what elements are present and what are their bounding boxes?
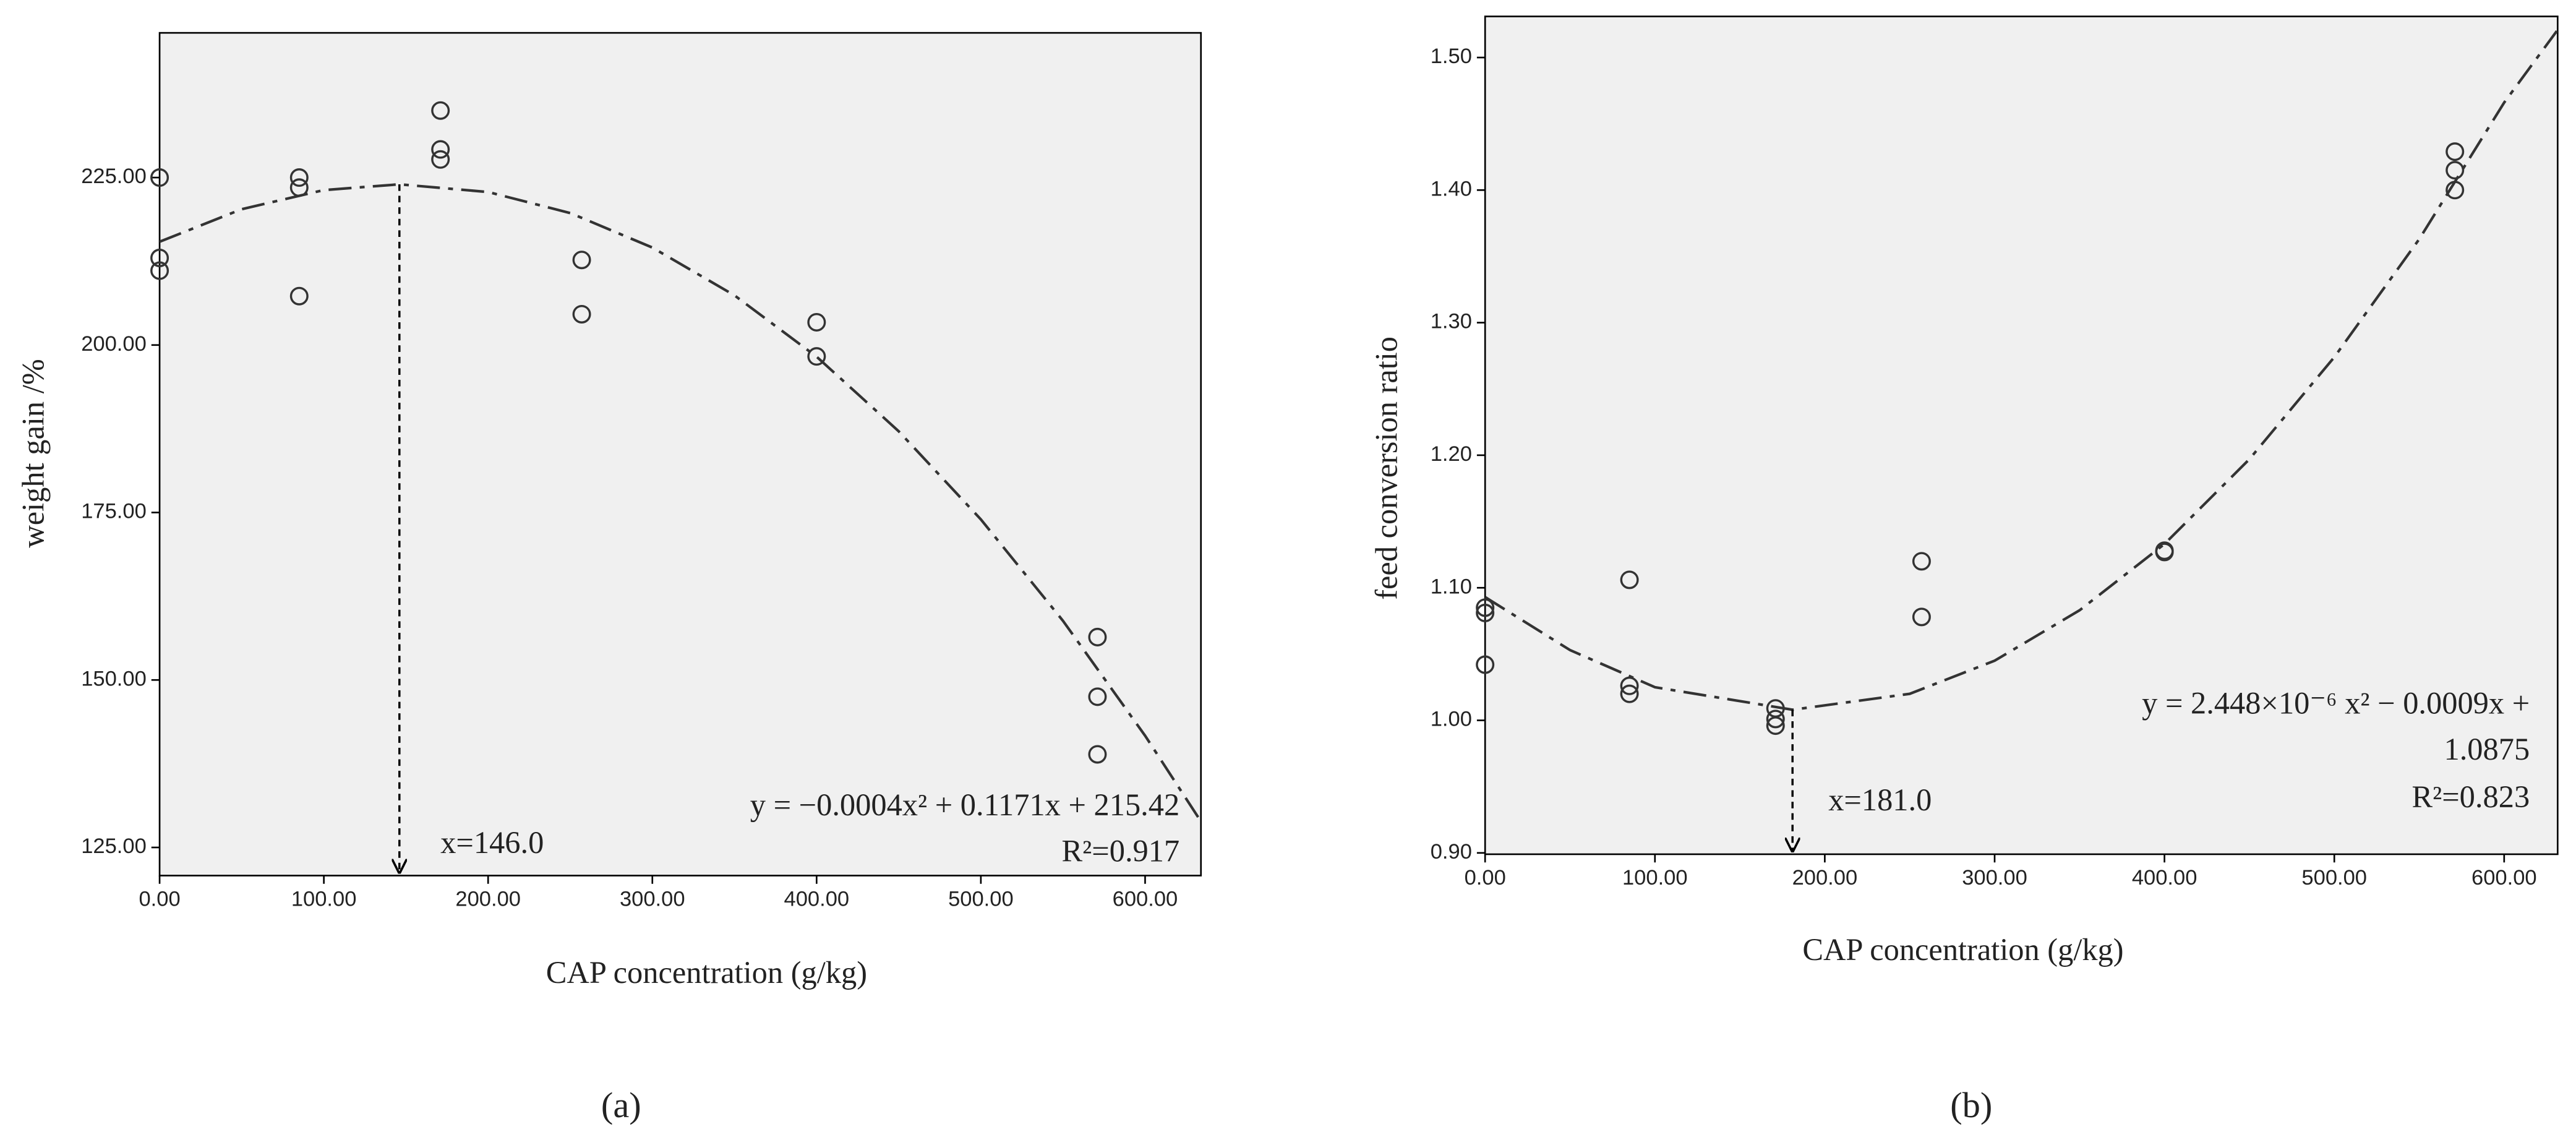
data-point (1766, 710, 1785, 729)
data-point (150, 261, 169, 280)
data-point (431, 140, 450, 159)
data-point (572, 304, 591, 324)
data-point (1088, 745, 1107, 764)
y-tick-label: 1.00 (1431, 708, 1472, 731)
data-point (150, 248, 169, 267)
x-tick-label: 400.00 (2132, 866, 2197, 890)
x-tick-label: 100.00 (291, 887, 357, 911)
data-point (2155, 542, 2174, 562)
x-tick-label: 0.00 (1465, 866, 1506, 890)
data-point (431, 150, 450, 169)
y-tick-label: 125.00 (81, 834, 147, 858)
y-axis-label: feed conversion ratio (1369, 337, 1404, 600)
x-tick-label: 500.00 (2301, 866, 2367, 890)
x-axis-label: CAP concentration (g/kg) (546, 955, 867, 990)
x-tick-label: 100.00 (1622, 866, 1688, 890)
data-point (1088, 687, 1107, 706)
data-point (1476, 598, 1495, 617)
x-tick-label: 300.00 (1962, 866, 2027, 890)
data-point (431, 101, 450, 120)
data-point (1476, 655, 1495, 674)
y-tick-label: 1.50 (1431, 45, 1472, 68)
fit-curve (160, 182, 1201, 823)
data-point (572, 251, 591, 270)
data-point (807, 312, 826, 332)
data-point (289, 168, 309, 187)
x-tick-label: 300.00 (620, 887, 685, 911)
y-axis-label: weight gain /% (15, 359, 50, 547)
y-tick-label: 200.00 (81, 332, 147, 356)
marker-label: x=146.0 (440, 825, 544, 860)
y-tick-label: 175.00 (81, 500, 147, 523)
x-tick-label: 0.00 (139, 887, 180, 911)
equation: y = 2.448×10⁻⁶ x² − 0.0009x + (2142, 686, 2530, 721)
y-tick-label: 225.00 (81, 165, 147, 188)
x-axis-label: CAP concentration (g/kg) (1802, 932, 2123, 967)
y-tick-label: 1.40 (1431, 177, 1472, 200)
equation: y = −0.0004x² + 0.1171x + 215.42 (750, 787, 1179, 822)
equation: R²=0.823 (2411, 779, 2530, 814)
x-tick-label: 200.00 (455, 887, 521, 911)
x-tick-label: 600.00 (1113, 887, 1178, 911)
plot-area (1484, 15, 2559, 856)
equation: 1.0875 (2444, 732, 2530, 766)
panel-label: (a) (601, 1085, 641, 1125)
data-point (150, 168, 169, 187)
data-point (1088, 627, 1107, 646)
x-tick-label: 400.00 (784, 887, 850, 911)
data-point (289, 178, 309, 197)
data-point (1912, 552, 1931, 571)
data-point (1620, 676, 1639, 695)
y-tick-label: 1.20 (1431, 442, 1472, 466)
plot-area (158, 32, 1202, 877)
data-point (1766, 716, 1785, 735)
data-point (1620, 570, 1639, 590)
data-point (2445, 181, 2465, 200)
marker-label: x=181.0 (1828, 783, 1932, 817)
x-tick-label: 600.00 (2471, 866, 2537, 890)
equation: R²=0.917 (1062, 834, 1180, 868)
y-tick-label: 1.30 (1431, 310, 1472, 333)
fit-curve (1485, 30, 2558, 711)
data-point (2445, 161, 2465, 180)
data-point (289, 286, 309, 306)
data-point (1912, 607, 1931, 627)
y-tick-label: 150.00 (81, 667, 147, 690)
data-point (1620, 684, 1639, 703)
x-tick-label: 200.00 (1792, 866, 1858, 890)
panel-label: (b) (1950, 1085, 1992, 1125)
x-tick-label: 500.00 (948, 887, 1014, 911)
data-point (2445, 142, 2465, 161)
y-tick-label: 1.10 (1431, 575, 1472, 598)
data-point (807, 347, 826, 366)
data-point (1476, 603, 1495, 622)
y-tick-label: 0.90 (1431, 840, 1472, 864)
